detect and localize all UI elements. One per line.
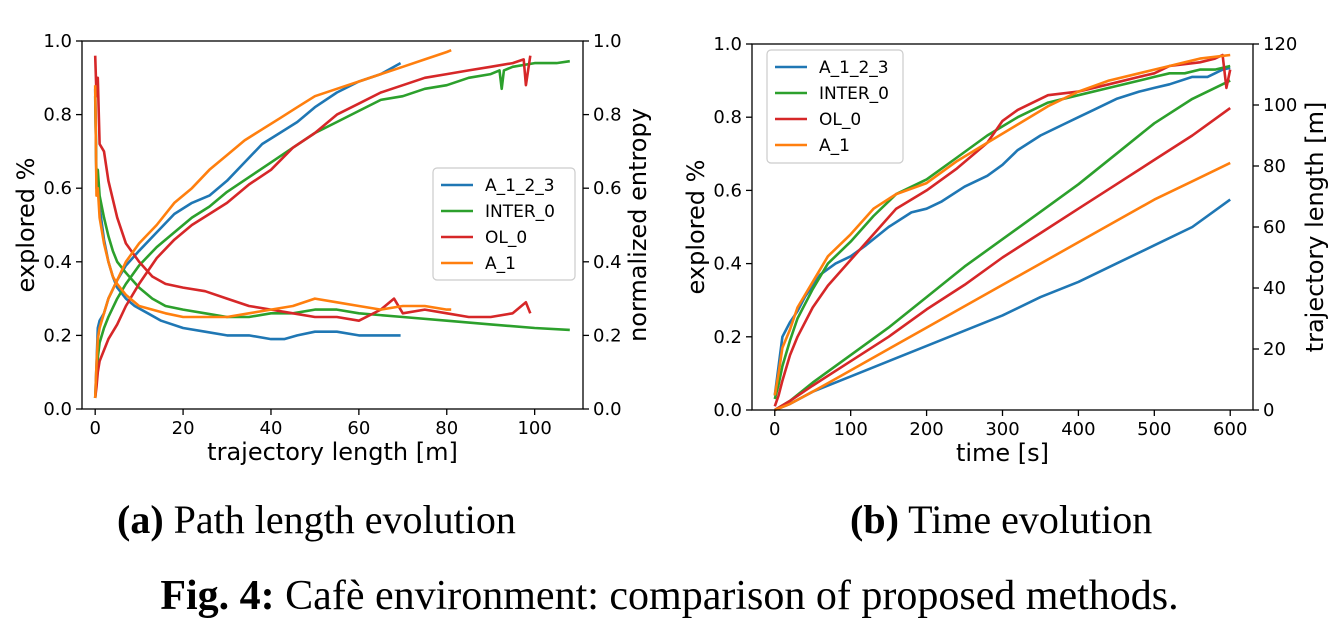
y2-tick-label: 0.8 xyxy=(593,105,622,126)
y-tick-label: 0.4 xyxy=(43,252,72,273)
y2-tick-label: 0.2 xyxy=(593,325,622,346)
y-tick-label: 0.8 xyxy=(43,105,72,126)
y-tick-label: 0.6 xyxy=(43,178,72,199)
x-tick-label: 100 xyxy=(517,418,551,439)
series-line-inter_0-length xyxy=(774,79,1231,412)
series-line-a_1_2_3-explored xyxy=(773,66,1231,396)
y-tick-label: 0.0 xyxy=(713,400,742,421)
y2-tick-label: 0.4 xyxy=(593,252,622,273)
legend-label-a_1_2_3: A_1_2_3 xyxy=(485,176,555,196)
legend-label-inter_0: INTER_0 xyxy=(485,202,555,222)
y2-tick-label: 60 xyxy=(1263,217,1286,238)
x-tick-label: 500 xyxy=(1137,419,1171,440)
legend-box xyxy=(432,167,576,281)
figure-caption: Fig. 4: Cafè environment: comparison of … xyxy=(0,572,1339,620)
y2-tick-label: 20 xyxy=(1263,339,1286,360)
x-tick-label: 0 xyxy=(769,419,780,440)
x-tick-label: 20 xyxy=(172,418,195,439)
y2-tick-label: 120 xyxy=(1263,34,1297,55)
series-line-a_1-explored xyxy=(93,48,452,399)
y2-tick-label: 0 xyxy=(1263,400,1274,421)
legend-label-ol_0: OL_0 xyxy=(819,110,861,130)
axes-frame xyxy=(81,40,584,410)
y-tick-label: 0.6 xyxy=(713,180,742,201)
x-tick-label: 400 xyxy=(1061,419,1095,440)
series-line-ol_0-explored xyxy=(773,53,1232,407)
y2-axis-label: trajectory length [m] xyxy=(1301,102,1329,353)
y-tick-label: 0.4 xyxy=(713,254,742,275)
chart-panel-a: 0 20 40 60 80 100 0.0 0.2 0.4 0.6 0.8 1.0 0.0 0.2 0.4 0… xyxy=(12,31,652,466)
y-tick-label: 0.2 xyxy=(43,325,72,346)
subfig-b-label: (b) xyxy=(850,497,899,542)
series-line-inter_0-entropy xyxy=(93,96,570,332)
y-tick-label: 0.0 xyxy=(43,399,72,420)
y2-axis-label: normalized entropy xyxy=(624,108,652,342)
y2-tick-label: 40 xyxy=(1263,278,1286,299)
legend-label-inter_0: INTER_0 xyxy=(819,84,889,104)
legend-box xyxy=(766,49,904,164)
series-line-ol_0-explored xyxy=(93,55,532,399)
x-tick-label: 600 xyxy=(1213,419,1247,440)
subfig-b-caption: (b) Time evolution xyxy=(850,496,1152,543)
series-line-ol_0-length xyxy=(774,107,1231,412)
x-tick-label: 0 xyxy=(89,418,100,439)
y-axis-label: explored % xyxy=(682,160,710,295)
x-tick-label: 60 xyxy=(347,418,370,439)
y-tick-label: 0.8 xyxy=(713,107,742,128)
y2-tick-label: 1.0 xyxy=(593,31,622,52)
series-line-inter_0-explored xyxy=(773,64,1231,400)
y-tick-label: 1.0 xyxy=(713,34,742,55)
y-tick-label: 0.2 xyxy=(713,327,742,348)
subfig-a-caption: (a) Path length evolution xyxy=(117,496,516,543)
legend: A_1_2_3 INTER_0 OL_0 A_1 xyxy=(432,167,576,281)
x-axis-label: time [s] xyxy=(956,439,1049,467)
y-axis-label: explored % xyxy=(12,158,40,293)
series-line-a_1-entropy xyxy=(93,85,452,319)
x-tick-label: 40 xyxy=(260,418,283,439)
figure-caption-text: Cafè environment: comparison of proposed… xyxy=(274,573,1179,619)
x-tick-label: 200 xyxy=(909,419,943,440)
legend-label-a_1_2_3: A_1_2_3 xyxy=(819,58,889,78)
x-axis-label: trajectory length [m] xyxy=(207,438,458,466)
legend-label-a_1: A_1 xyxy=(485,254,516,274)
y2-tick-label: 0.0 xyxy=(593,399,622,420)
series-line-a_1_2_3-entropy xyxy=(93,88,401,341)
figure-caption-label: Fig. 4: xyxy=(160,573,275,619)
legend-label-ol_0: OL_0 xyxy=(485,228,527,248)
x-tick-label: 80 xyxy=(435,418,458,439)
legend-label-a_1: A_1 xyxy=(819,136,850,156)
subfig-b-text: Time evolution xyxy=(898,497,1153,542)
y2-tick-label: 0.6 xyxy=(593,178,622,199)
y2-tick-label: 80 xyxy=(1263,156,1286,177)
subfig-a-text: Path length evolution xyxy=(163,497,516,542)
series-line-a_1-explored xyxy=(773,53,1231,396)
subfig-a-label: (a) xyxy=(117,497,164,542)
series-group xyxy=(773,53,1232,412)
chart-panel-b: 0 100 200 300 400 500 600 0.0 0.2 0.4 0.6 0.8 1.0 0 20… xyxy=(682,34,1329,467)
series-group xyxy=(93,48,570,399)
legend: A_1_2_3 INTER_0 OL_0 A_1 xyxy=(766,49,904,164)
y-tick-label: 1.0 xyxy=(43,31,72,52)
series-line-ol_0-entropy xyxy=(93,55,532,323)
x-tick-label: 300 xyxy=(985,419,1019,440)
series-line-a_1-length xyxy=(774,161,1231,412)
y2-tick-label: 100 xyxy=(1263,95,1297,116)
series-line-a_1_2_3-length xyxy=(774,198,1231,412)
x-tick-label: 100 xyxy=(834,419,868,440)
